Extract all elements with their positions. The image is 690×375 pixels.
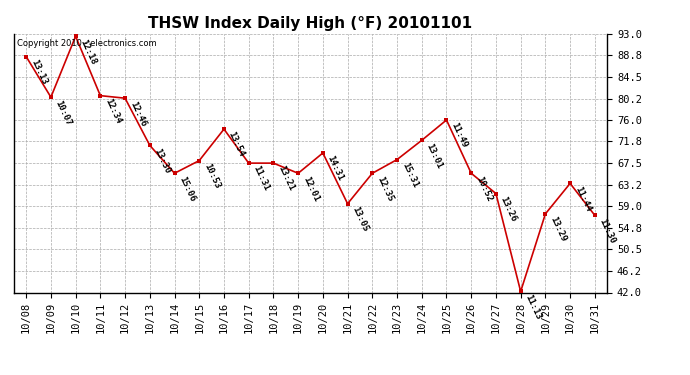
Text: 12:34: 12:34 xyxy=(103,97,123,125)
Text: 13:54: 13:54 xyxy=(227,130,246,159)
Text: 15:06: 15:06 xyxy=(177,175,197,203)
Text: 12:18: 12:18 xyxy=(79,38,98,66)
Text: 13:26: 13:26 xyxy=(499,195,518,223)
Text: 11:44: 11:44 xyxy=(573,185,593,213)
Text: 12:46: 12:46 xyxy=(128,100,148,128)
Text: 11:31: 11:31 xyxy=(251,165,271,193)
Text: 13:05: 13:05 xyxy=(351,205,370,233)
Text: 14:31: 14:31 xyxy=(326,154,345,183)
Text: 11:49: 11:49 xyxy=(449,122,469,150)
Text: 10:52: 10:52 xyxy=(474,175,493,203)
Text: 13:21: 13:21 xyxy=(276,165,296,193)
Text: 15:31: 15:31 xyxy=(400,161,420,189)
Text: 11:30: 11:30 xyxy=(598,217,617,245)
Text: 13:29: 13:29 xyxy=(548,215,568,243)
Text: 10:53: 10:53 xyxy=(202,162,221,190)
Text: 13:13: 13:13 xyxy=(29,58,48,86)
Text: 12:35: 12:35 xyxy=(375,175,395,203)
Text: Copyright 2010 - electronics.com: Copyright 2010 - electronics.com xyxy=(17,39,157,48)
Text: 11:13: 11:13 xyxy=(524,293,543,321)
Text: 10:07: 10:07 xyxy=(54,99,73,127)
Text: 13:01: 13:01 xyxy=(424,142,444,170)
Text: 13:30: 13:30 xyxy=(152,147,172,175)
Text: 12:01: 12:01 xyxy=(301,175,320,203)
Title: THSW Index Daily High (°F) 20101101: THSW Index Daily High (°F) 20101101 xyxy=(148,16,473,31)
